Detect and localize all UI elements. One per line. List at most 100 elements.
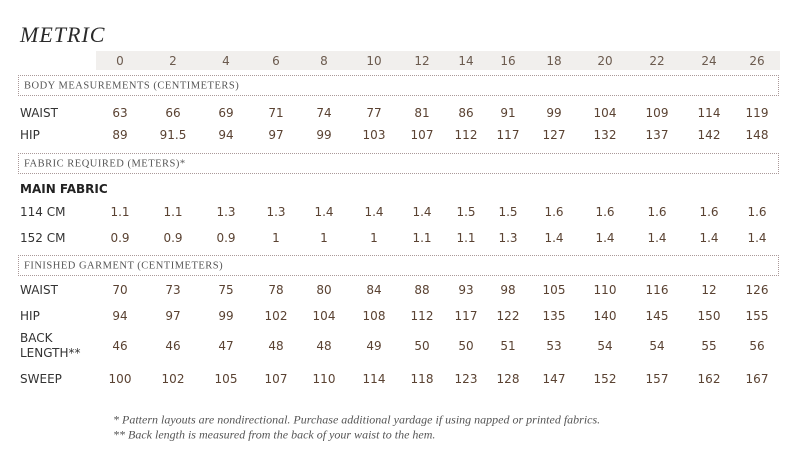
- cell-value: 71: [268, 106, 284, 120]
- cell-value: 46: [165, 339, 181, 353]
- cell-value: 47: [218, 339, 234, 353]
- size-header: 6: [272, 54, 280, 68]
- cell-value: 86: [458, 106, 474, 120]
- cell-value: 1.5: [456, 205, 476, 219]
- size-header: 12: [414, 54, 430, 68]
- cell-value: 93: [458, 283, 474, 297]
- cell-value: 107: [410, 128, 434, 142]
- cell-value: 148: [745, 128, 769, 142]
- cell-value: 135: [542, 309, 566, 323]
- cell-value: 12: [701, 283, 717, 297]
- cell-value: 147: [542, 372, 566, 386]
- cell-value: 49: [366, 339, 382, 353]
- cell-value: 1.6: [747, 205, 767, 219]
- cell-value: 1.6: [544, 205, 564, 219]
- cell-value: 116: [645, 283, 669, 297]
- size-header: 4: [222, 54, 230, 68]
- cell-value: 54: [597, 339, 613, 353]
- section-heading: FINISHED GARMENT (CENTIMETERS): [24, 260, 224, 271]
- cell-value: 167: [745, 372, 769, 386]
- cell-value: 102: [264, 309, 288, 323]
- cell-value: 112: [410, 309, 434, 323]
- cell-value: 114: [362, 372, 386, 386]
- cell-value: 48: [268, 339, 284, 353]
- section-box: [18, 255, 779, 276]
- cell-value: 1.4: [412, 205, 432, 219]
- cell-value: 94: [112, 309, 128, 323]
- cell-value: 105: [542, 283, 566, 297]
- cell-value: 50: [458, 339, 474, 353]
- cell-value: 162: [697, 372, 721, 386]
- cell-value: 0.9: [216, 231, 236, 245]
- row-label: WAIST: [20, 283, 58, 297]
- cell-value: 98: [500, 283, 516, 297]
- size-header: 16: [500, 54, 516, 68]
- cell-value: 1: [370, 231, 378, 245]
- cell-value: 142: [697, 128, 721, 142]
- cell-value: 81: [414, 106, 430, 120]
- cell-value: 132: [593, 128, 617, 142]
- cell-value: 128: [496, 372, 520, 386]
- cell-value: 107: [264, 372, 288, 386]
- cell-value: 97: [268, 128, 284, 142]
- cell-value: 78: [268, 283, 284, 297]
- cell-value: 84: [366, 283, 382, 297]
- cell-value: 99: [316, 128, 332, 142]
- cell-value: 1: [320, 231, 328, 245]
- cell-value: 80: [316, 283, 332, 297]
- row-label: 152 CM: [20, 231, 66, 245]
- cell-value: 109: [645, 106, 669, 120]
- cell-value: 126: [745, 283, 769, 297]
- cell-value: 114: [697, 106, 721, 120]
- size-header: 18: [546, 54, 562, 68]
- cell-value: 100: [108, 372, 132, 386]
- cell-value: 1.4: [747, 231, 767, 245]
- size-header: 8: [320, 54, 328, 68]
- cell-value: 117: [496, 128, 520, 142]
- cell-value: 1.3: [266, 205, 286, 219]
- cell-value: 108: [362, 309, 386, 323]
- cell-value: 152: [593, 372, 617, 386]
- cell-value: 104: [593, 106, 617, 120]
- cell-value: 1.4: [314, 205, 334, 219]
- cell-value: 0.9: [163, 231, 183, 245]
- cell-value: 1.1: [412, 231, 432, 245]
- size-header: 22: [649, 54, 665, 68]
- cell-value: 127: [542, 128, 566, 142]
- cell-value: 103: [362, 128, 386, 142]
- cell-value: 94: [218, 128, 234, 142]
- cell-value: 56: [749, 339, 765, 353]
- cell-value: 77: [366, 106, 382, 120]
- cell-value: 122: [496, 309, 520, 323]
- cell-value: 50: [414, 339, 430, 353]
- row-label: HIP: [20, 309, 40, 323]
- row-label: WAIST: [20, 106, 58, 120]
- cell-value: 89: [112, 128, 128, 142]
- row-label: HIP: [20, 128, 40, 142]
- cell-value: 118: [410, 372, 434, 386]
- section-heading: BODY MEASUREMENTS (CENTIMETERS): [24, 80, 240, 91]
- cell-value: 1.1: [163, 205, 183, 219]
- cell-value: 91.5: [159, 128, 187, 142]
- cell-value: 1.1: [110, 205, 130, 219]
- cell-value: 1.4: [595, 231, 615, 245]
- size-header: 24: [701, 54, 717, 68]
- cell-value: 91: [500, 106, 516, 120]
- size-header: 20: [597, 54, 613, 68]
- cell-value: 123: [454, 372, 478, 386]
- row-label: SWEEP: [20, 372, 62, 386]
- cell-value: 88: [414, 283, 430, 297]
- cell-value: 46: [112, 339, 128, 353]
- cell-value: 55: [701, 339, 717, 353]
- cell-value: 97: [165, 309, 181, 323]
- cell-value: 48: [316, 339, 332, 353]
- footnote: ** Back length is measured from the back…: [113, 427, 436, 442]
- cell-value: 102: [161, 372, 185, 386]
- cell-value: 69: [218, 106, 234, 120]
- cell-value: 1.3: [216, 205, 236, 219]
- row-label: 114 CM: [20, 205, 66, 219]
- size-header: 2: [169, 54, 177, 68]
- cell-value: 66: [165, 106, 181, 120]
- cell-value: 75: [218, 283, 234, 297]
